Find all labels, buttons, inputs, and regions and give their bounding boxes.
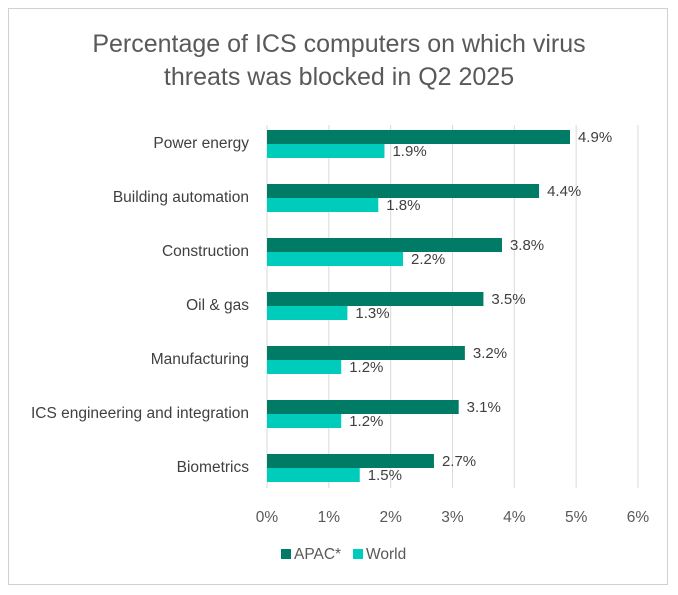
bar-apac [267,292,484,306]
data-label: 1.8% [386,197,420,214]
legend-label: World [366,546,406,563]
category-label: ICS engineering and integration [31,405,249,422]
x-tick-label: 2% [379,509,402,526]
bar-apac [267,400,459,414]
bar-world [267,306,348,320]
data-label: 1.2% [349,359,383,376]
chart-title-line-2: threats was blocked in Q2 2025 [164,63,514,91]
data-label: 1.2% [349,413,383,430]
legend-swatch [353,549,363,559]
data-label: 1.9% [392,143,426,160]
bar-world [267,414,342,428]
x-tick-label: 3% [441,509,464,526]
data-label: 2.2% [411,251,445,268]
x-tick-label: 0% [256,509,279,526]
bar-world [267,468,360,482]
data-label: 4.4% [547,183,581,200]
legend-swatch [281,549,291,559]
data-label: 3.1% [467,399,501,416]
category-label: Biometrics [177,459,250,476]
x-tick-label: 5% [565,509,588,526]
category-label: Construction [162,243,249,260]
x-tick-label: 4% [503,509,526,526]
bar-world [267,198,379,212]
chart-title: Percentage of ICS computers on which vir… [92,30,585,91]
bar-apac [267,184,540,198]
bar-apac [267,454,434,468]
data-label: 4.9% [578,129,612,146]
data-label: 3.2% [473,345,507,362]
bar-world [267,360,342,374]
category-label: Building automation [113,189,249,206]
bars [267,130,570,482]
chart-title-line-1: Percentage of ICS computers on which vir… [92,30,585,58]
data-label: 3.8% [510,237,544,254]
bar-world [267,252,404,266]
category-label: Power energy [153,135,249,152]
labels: 0% 1% 2% 3% 4% 5% 6% Power energy 4.9% 1.9% Buildi… [31,129,649,526]
bar-apac [267,130,570,144]
data-label: 2.7% [442,453,476,470]
category-label: Oil & gas [186,297,249,314]
x-tick-label: 6% [627,509,650,526]
bar-apac [267,346,465,360]
data-label: 3.5% [491,291,525,308]
category-label: Manufacturing [151,351,249,368]
x-tick-label: 1% [318,509,341,526]
bar-world [267,144,385,158]
data-label: 1.3% [355,305,389,322]
bar-apac [267,238,502,252]
legend-label: APAC* [294,546,341,563]
data-label: 1.5% [368,467,402,484]
legend: APAC* World [281,546,406,563]
